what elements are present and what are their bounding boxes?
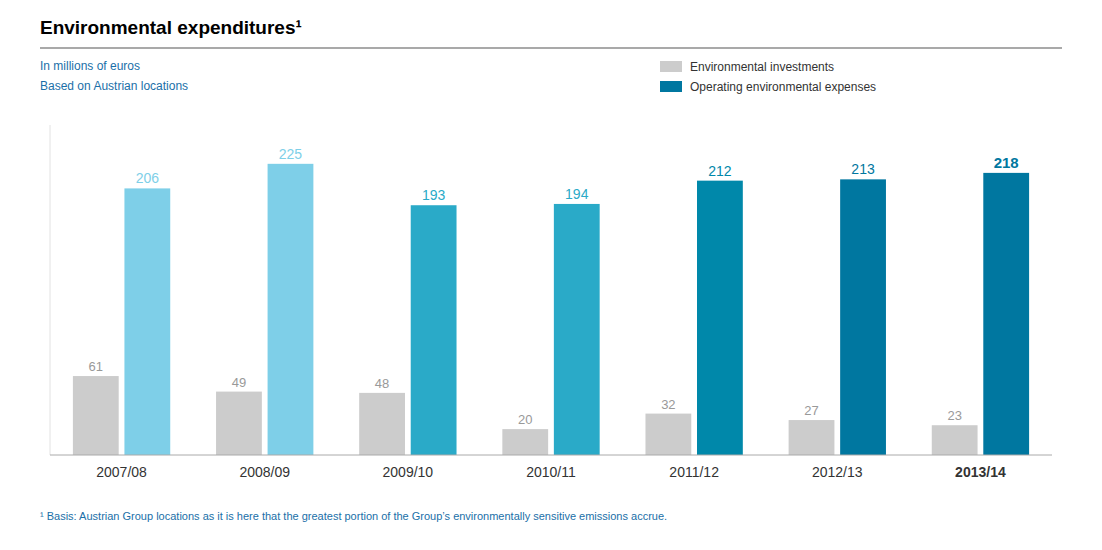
legend-swatch [660,81,682,92]
background [0,0,1102,550]
data-label: 23 [947,408,961,423]
bar [554,204,600,455]
x-tick-label: 2013/14 [955,464,1006,480]
footnote: ¹ Basis: Austrian Group locations as it … [40,510,667,522]
bar [789,420,835,455]
bar [645,414,691,455]
bar [216,392,262,455]
x-tick-label: 2010/11 [526,464,576,480]
subtitle: In millions of euros [40,59,140,73]
title-rule [40,47,1062,48]
data-label: 206 [136,170,160,186]
data-label: 32 [661,397,675,412]
x-tick-label: 2012/13 [812,464,863,480]
x-tick-label: 2011/12 [669,464,719,480]
data-label: 194 [565,186,589,202]
bar [411,205,457,455]
data-label: 213 [851,161,875,177]
subtitle: Based on Austrian locations [40,79,188,93]
bar [840,179,886,455]
bars [73,164,1029,455]
bar [73,376,119,455]
x-tick-label: 2009/10 [383,464,434,480]
data-label: 61 [89,359,103,374]
bar [983,173,1029,455]
bar [359,393,405,455]
bar [502,429,548,455]
x-tick-label: 2007/08 [96,464,147,480]
legend-swatch [660,61,682,72]
chart-container: Environmental expenditures¹ In millions o… [0,0,1102,550]
data-label: 193 [422,187,446,203]
data-label: 225 [279,146,303,162]
bar [932,425,978,455]
chart-svg: Environmental expenditures¹ In millions o… [0,0,1102,550]
bar [124,188,170,455]
data-label: 20 [518,412,532,427]
legend-label: Environmental investments [690,60,834,74]
bar [268,164,314,455]
data-labels: 61 49 48 20 32 27 23 206 225 193 194 212 213 218 [89,146,1019,427]
x-axis-line [50,455,1052,456]
data-label: 218 [994,154,1019,171]
title: Environmental expenditures¹ [40,17,302,38]
data-label: 49 [232,375,246,390]
data-label: 48 [375,376,389,391]
legend-label: Operating environmental expenses [690,80,876,94]
bar [697,181,743,455]
y-axis-line [50,125,51,455]
x-tick-label: 2008/09 [239,464,290,480]
data-label: 27 [804,403,818,418]
data-label: 212 [708,163,732,179]
